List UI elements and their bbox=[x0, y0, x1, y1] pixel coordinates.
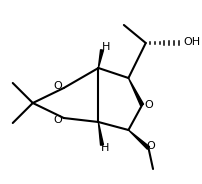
Polygon shape bbox=[128, 130, 150, 149]
Text: O: O bbox=[54, 81, 63, 91]
Polygon shape bbox=[98, 50, 103, 68]
Polygon shape bbox=[98, 122, 103, 145]
Text: O: O bbox=[54, 115, 63, 125]
Polygon shape bbox=[128, 78, 144, 106]
Text: H: H bbox=[101, 143, 109, 153]
Text: O: O bbox=[146, 141, 155, 151]
Text: OH: OH bbox=[183, 37, 200, 47]
Text: H: H bbox=[102, 42, 110, 52]
Text: O: O bbox=[145, 100, 154, 110]
